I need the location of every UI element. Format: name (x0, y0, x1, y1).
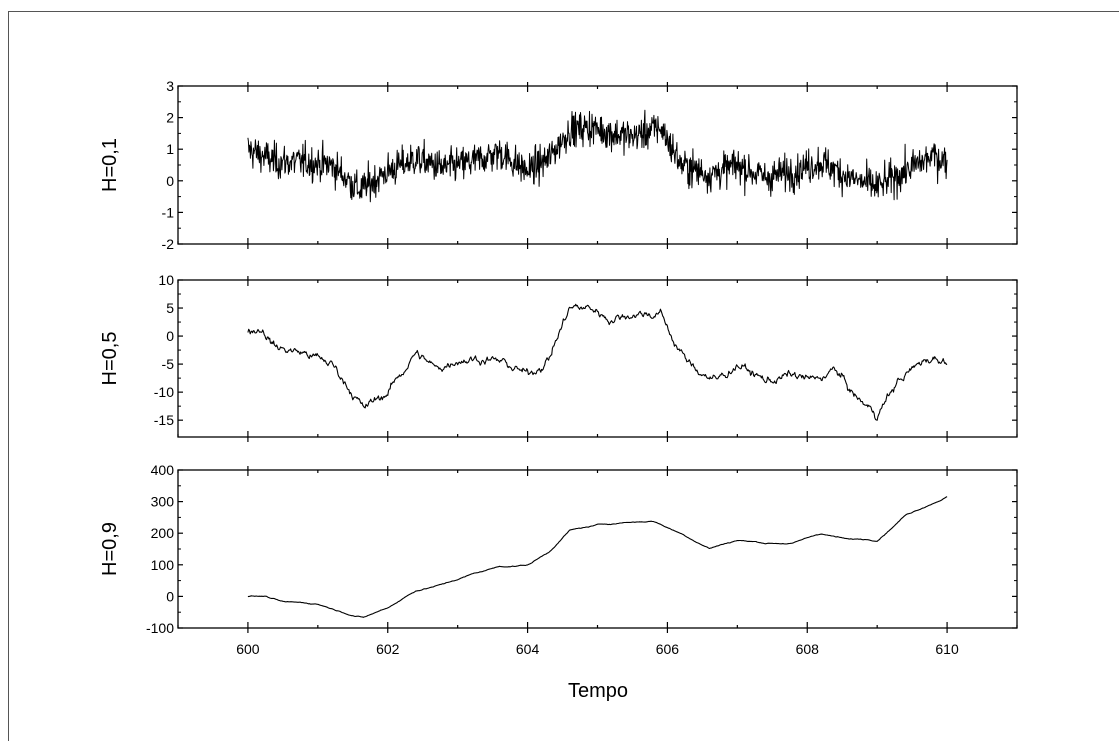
panel-2: 10 5 0 -5 -10 -15 H=0,5 (99, 272, 1018, 442)
y-tick-label: 1 (166, 141, 174, 157)
y-tick-label: -10 (154, 384, 174, 400)
y-tick-label: 2 (166, 110, 174, 126)
x-tick-label: 600 (236, 641, 260, 657)
series-line (247, 109, 948, 203)
y-tick-label: 0 (166, 173, 174, 189)
figure-frame (8, 11, 1119, 741)
y-axis-label: H=0,1 (99, 138, 121, 192)
y-tick-label: -2 (162, 236, 175, 252)
series-line (247, 496, 948, 618)
y-axis-label: H=0,9 (99, 522, 121, 576)
x-tick-label: 608 (796, 641, 820, 657)
x-tick-label: 602 (376, 641, 400, 657)
x-tick-label: 606 (656, 641, 680, 657)
panel-frame (177, 279, 1018, 438)
panel-3: 400 300 200 100 0 -100 H=0,9 (99, 462, 1018, 636)
y-tick-label: 0 (166, 328, 174, 344)
y-tick-label: -100 (146, 620, 174, 636)
y-axis-label: H=0,5 (99, 332, 121, 386)
x-tick-label: 604 (516, 641, 540, 657)
x-axis-label: Tempo (568, 680, 628, 702)
y-tick-label: 3 (166, 78, 174, 94)
y-tick-label: -5 (162, 356, 175, 372)
x-axis: 600 602 604 606 608 610 Tempo (236, 641, 959, 702)
panel-frame (177, 469, 1018, 629)
y-tick-label: 100 (151, 557, 175, 573)
panel-1: 3 2 1 0 -1 -2 H=0,1 (99, 78, 1018, 252)
y-tick-label: 5 (166, 300, 174, 316)
y-tick-label: 10 (158, 272, 174, 288)
series-line (247, 303, 948, 421)
y-tick-label: 200 (151, 525, 175, 541)
x-tick-label: 610 (935, 641, 959, 657)
y-tick-label: 400 (151, 462, 175, 478)
y-tick-label: 300 (151, 494, 175, 510)
y-tick-label: -1 (162, 204, 175, 220)
y-tick-label: 0 (166, 588, 174, 604)
panels: 3210-1-2H=0,11050-5-10-15H=0,54003002001… (99, 78, 1018, 636)
y-tick-label: -15 (154, 412, 174, 428)
